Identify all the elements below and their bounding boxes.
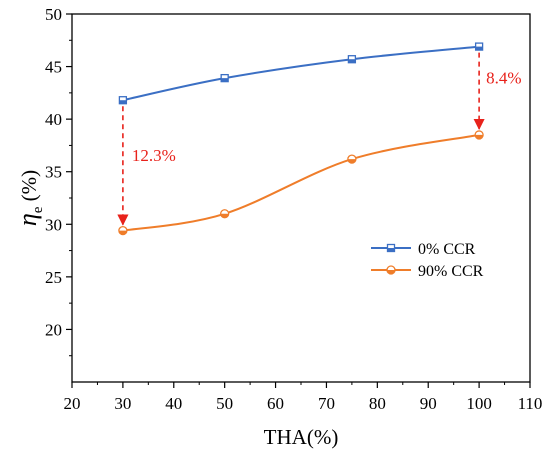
data-point-fill (475, 134, 484, 139)
series-line (122, 133, 480, 232)
x-tick-label: 90 (420, 394, 437, 413)
plot-frame (71, 13, 531, 383)
x-tick-label: 80 (369, 394, 386, 413)
y-tick-label: 50 (45, 5, 62, 24)
legend-marker-fill (387, 248, 395, 252)
legend-marker-fill (387, 270, 395, 274)
series-0 (118, 42, 484, 105)
series-1 (118, 130, 484, 236)
series-line (122, 45, 480, 102)
x-tick-label: 100 (466, 394, 492, 413)
legend-item: 90% CCR (371, 263, 484, 280)
legend-label: 0% CCR (418, 241, 476, 258)
y-tick-label: 45 (45, 58, 62, 77)
y-tick-label: 30 (45, 215, 62, 234)
x-tick-label: 110 (518, 394, 543, 413)
data-point-fill (221, 78, 229, 82)
x-tick-label: 70 (318, 394, 335, 413)
y-tick-label: 20 (45, 320, 62, 339)
x-tick-label: 20 (64, 394, 81, 413)
x-tick-label: 50 (216, 394, 233, 413)
data-point-fill (118, 230, 127, 235)
x-axis-title: THA(%) (264, 425, 339, 449)
data-point-fill (475, 46, 483, 51)
axes: 20 30 40 50 60 70 80 90 100 110 20 25 30 35 40 45 50 (45, 5, 542, 413)
annotation-label: 8.4% (486, 68, 521, 87)
y-tick-label: 25 (45, 268, 62, 287)
legend-label: 90% CCR (418, 263, 484, 280)
annotation-label: 12.3% (132, 146, 176, 165)
x-tick-label: 30 (114, 394, 131, 413)
y-tick-label: 35 (45, 163, 62, 182)
legend: 0% CCR 90% CCR (371, 241, 484, 280)
x-tick-label: 40 (165, 394, 182, 413)
y-tick-label: 40 (45, 110, 62, 129)
data-point-fill (347, 159, 356, 164)
data-point-fill (348, 59, 356, 63)
data-point-fill (119, 100, 127, 104)
x-tick-label: 60 (267, 394, 284, 413)
data-point-fill (220, 213, 229, 218)
series-layer (118, 42, 484, 236)
legend-item: 0% CCR (371, 241, 476, 258)
annotations: 12.3% 8.4% (117, 52, 522, 226)
y-axis-title: ηe (%) (13, 170, 46, 226)
